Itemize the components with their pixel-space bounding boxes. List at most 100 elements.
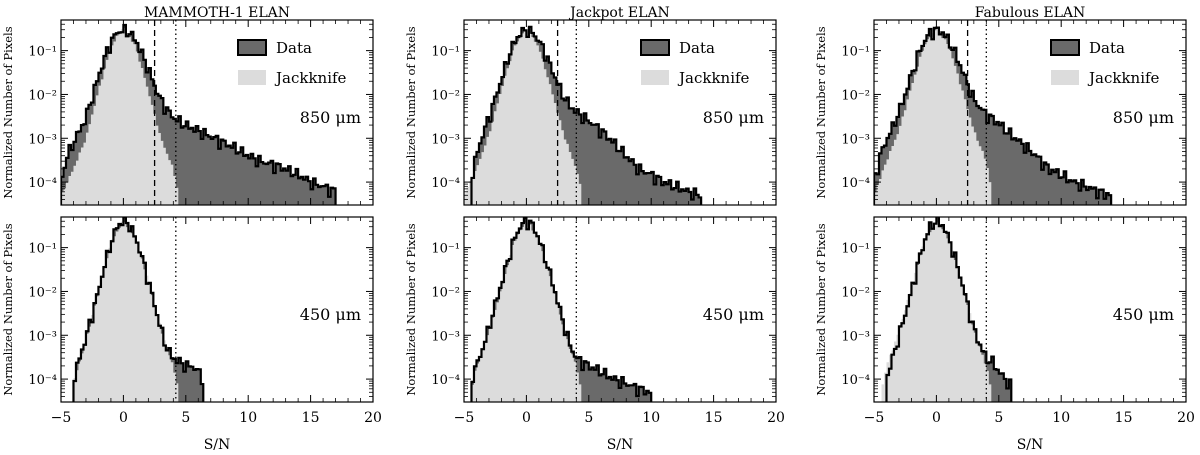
y-axis-label: Normalized Number of Pixels bbox=[1, 26, 15, 198]
x-tick-label: 5 bbox=[181, 410, 190, 426]
panel-frame bbox=[60, 19, 374, 206]
panel-2-1: 10⁻¹ 10⁻² 10⁻³ 10⁻⁴ Normalized Number of Pix… bbox=[814, 216, 1195, 453]
y-tick-label: 10⁻² bbox=[28, 285, 57, 300]
jackknife-histogram bbox=[73, 221, 179, 402]
x-tick-label: 5 bbox=[994, 410, 1003, 426]
legend-label-data: Data bbox=[1089, 39, 1125, 57]
band-label: 850 μm bbox=[300, 108, 361, 127]
jackknife-histogram bbox=[61, 27, 179, 205]
legend-swatch-data bbox=[1050, 39, 1080, 56]
y-axis-label: Normalized Number of Pixels bbox=[404, 223, 418, 395]
plot-area bbox=[61, 20, 337, 205]
panel-frame bbox=[60, 216, 374, 403]
y-tick-label: 10⁻⁴ bbox=[841, 176, 870, 191]
x-axis-label: S/N bbox=[607, 437, 634, 453]
panel-2-0: 10⁻¹ 10⁻² 10⁻³ 10⁻⁴ Normalized Number of Pix… bbox=[814, 19, 1187, 206]
y-tick-label: 10⁻² bbox=[841, 88, 870, 103]
y-tick-label: 10⁻³ bbox=[431, 329, 460, 344]
y-tick-label: 10⁻³ bbox=[431, 132, 460, 147]
y-tick-label: 10⁻³ bbox=[28, 132, 57, 147]
y-axis-label: Normalized Number of Pixels bbox=[1, 223, 15, 395]
y-tick-label: 10⁻² bbox=[28, 88, 57, 103]
band-label: 850 μm bbox=[1113, 108, 1174, 127]
panel-title: Fabulous ELAN bbox=[975, 5, 1086, 21]
panel-frame bbox=[463, 19, 777, 206]
legend-swatch-jackknife bbox=[641, 70, 669, 85]
x-tick-label: 20 bbox=[364, 410, 382, 426]
x-tick-label: −5 bbox=[51, 410, 72, 426]
y-tick-label: 10⁻¹ bbox=[841, 45, 870, 60]
y-tick-label: 10⁻⁴ bbox=[431, 176, 460, 191]
y-tick-label: 10⁻⁴ bbox=[841, 373, 870, 388]
y-axis-label: Normalized Number of Pixels bbox=[814, 26, 828, 198]
jackknife-histogram bbox=[874, 28, 992, 205]
x-tick-label: 15 bbox=[705, 410, 723, 426]
y-tick-label: 10⁻¹ bbox=[28, 45, 57, 60]
legend-label-jackknife: Jackknife bbox=[677, 69, 750, 87]
y-axis-label: Normalized Number of Pixels bbox=[814, 223, 828, 395]
y-axis-label: Normalized Number of Pixels bbox=[404, 26, 418, 198]
y-tick-label: 10⁻² bbox=[431, 88, 460, 103]
band-label: 850 μm bbox=[703, 108, 764, 127]
panel-title: MAMMOTH-1 ELAN bbox=[144, 5, 290, 21]
y-tick-label: 10⁻⁴ bbox=[28, 373, 57, 388]
data-histogram-outline bbox=[874, 26, 1113, 205]
y-tick-label: 10⁻¹ bbox=[841, 242, 870, 257]
x-tick-label: −5 bbox=[454, 410, 475, 426]
jackknife-histogram bbox=[464, 28, 582, 205]
panel-frame bbox=[463, 216, 777, 403]
legend-swatch-data bbox=[237, 39, 267, 56]
plot-area bbox=[881, 217, 1013, 402]
y-tick-label: 10⁻¹ bbox=[431, 242, 460, 257]
data-histogram-outline bbox=[470, 217, 653, 402]
x-tick-label: 20 bbox=[767, 410, 785, 426]
y-tick-label: 10⁻² bbox=[841, 285, 870, 300]
legend-swatch-jackknife bbox=[1051, 70, 1079, 85]
data-histogram-outline bbox=[72, 217, 205, 402]
panel-title: Jackpot ELAN bbox=[568, 5, 670, 21]
x-tick-label: 0 bbox=[522, 410, 531, 426]
data-histogram-outline bbox=[885, 217, 1013, 402]
data-histogram-outline bbox=[61, 23, 337, 205]
x-tick-label: 15 bbox=[302, 410, 320, 426]
jackknife-histogram bbox=[881, 222, 992, 402]
x-tick-label: 10 bbox=[1052, 410, 1070, 426]
x-tick-label: 20 bbox=[1177, 410, 1195, 426]
x-tick-label: −5 bbox=[864, 410, 885, 426]
legend-swatch-data bbox=[640, 39, 670, 56]
y-tick-label: 10⁻² bbox=[431, 285, 460, 300]
y-tick-label: 10⁻⁴ bbox=[28, 176, 57, 191]
y-tick-label: 10⁻³ bbox=[28, 329, 57, 344]
y-tick-label: 10⁻³ bbox=[841, 132, 870, 147]
x-tick-label: 10 bbox=[239, 410, 257, 426]
panel-frame bbox=[873, 216, 1187, 403]
legend-label-jackknife: Jackknife bbox=[1087, 69, 1160, 87]
panel-1-0: 10⁻¹ 10⁻² 10⁻³ 10⁻⁴ Normalized Number of Pix… bbox=[404, 19, 777, 206]
x-tick-label: 0 bbox=[119, 410, 128, 426]
plot-area bbox=[72, 217, 205, 402]
panel-0-1: 10⁻¹ 10⁻² 10⁻³ 10⁻⁴ Normalized Number of Pix… bbox=[1, 216, 382, 453]
panel-1-1: 10⁻¹ 10⁻² 10⁻³ 10⁻⁴ Normalized Number of Pix… bbox=[404, 216, 785, 453]
x-tick-label: 10 bbox=[642, 410, 660, 426]
legend-label-jackknife: Jackknife bbox=[274, 69, 347, 87]
band-label: 450 μm bbox=[300, 305, 361, 324]
y-tick-label: 10⁻³ bbox=[841, 329, 870, 344]
legend-swatch-jackknife bbox=[238, 70, 266, 85]
data-histogram-outline bbox=[470, 25, 703, 205]
plot-area bbox=[464, 20, 703, 205]
plot-area bbox=[874, 20, 1113, 205]
y-tick-label: 10⁻¹ bbox=[28, 242, 57, 257]
x-tick-label: 15 bbox=[1115, 410, 1133, 426]
y-tick-label: 10⁻⁴ bbox=[431, 373, 460, 388]
x-tick-label: 0 bbox=[932, 410, 941, 426]
band-label: 450 μm bbox=[703, 305, 764, 324]
legend-label-data: Data bbox=[276, 39, 312, 57]
y-tick-label: 10⁻¹ bbox=[431, 45, 460, 60]
x-axis-label: S/N bbox=[1017, 437, 1044, 453]
plot-area bbox=[470, 217, 653, 402]
band-label: 450 μm bbox=[1113, 305, 1174, 324]
x-tick-label: 5 bbox=[584, 410, 593, 426]
x-axis-label: S/N bbox=[204, 437, 231, 453]
panel-0-0: 10⁻¹ 10⁻² 10⁻³ 10⁻⁴ Normalized Number of Pix… bbox=[1, 19, 374, 206]
